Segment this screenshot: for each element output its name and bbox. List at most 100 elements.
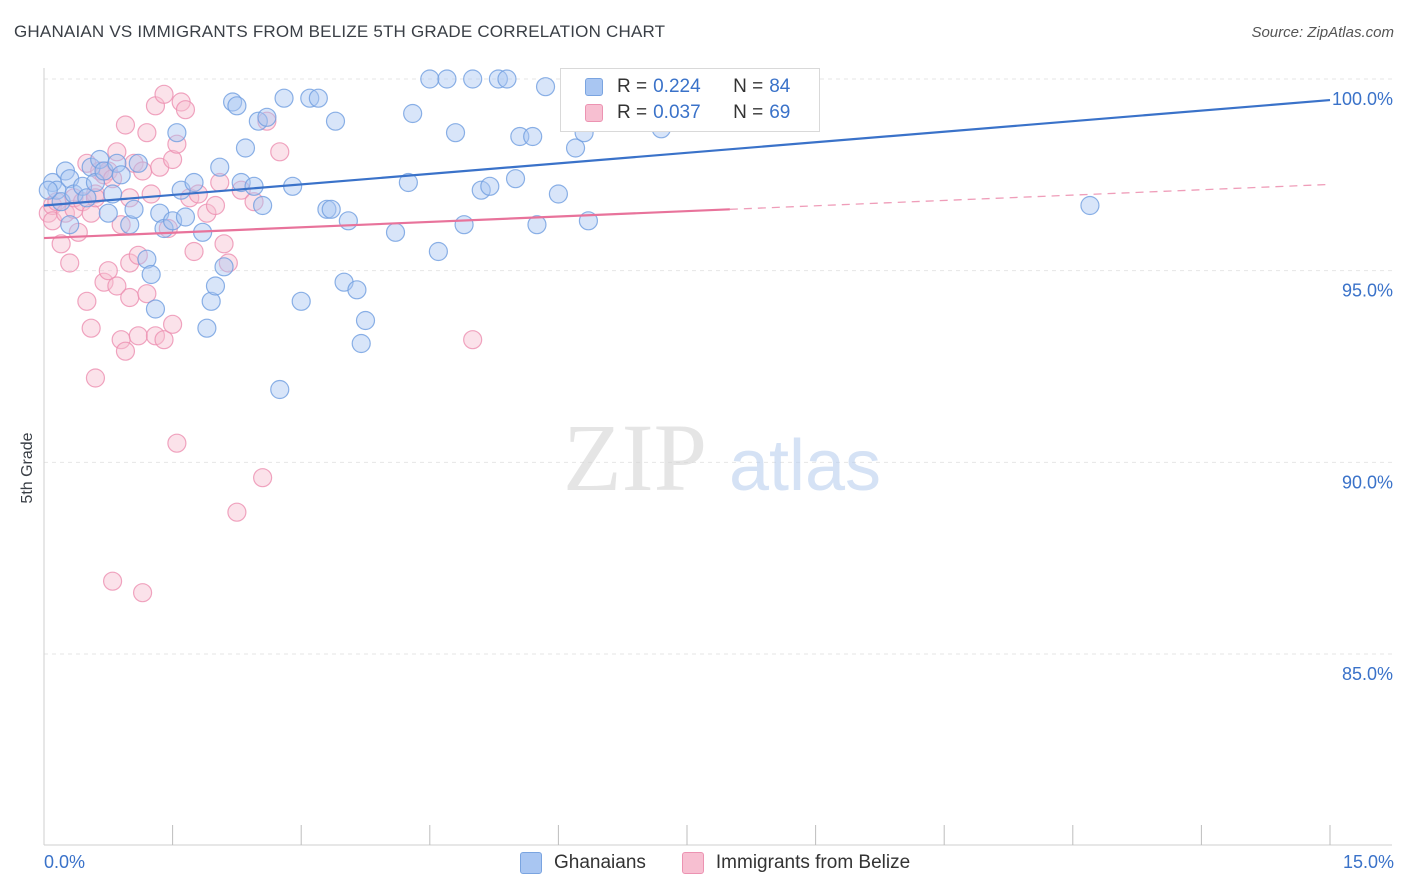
belize-point — [85, 368, 106, 388]
belize-point — [463, 330, 483, 350]
ghanaian-point — [235, 138, 256, 158]
belize-point — [107, 142, 127, 162]
y-tick-label: 100.0% — [1332, 89, 1393, 109]
ghanaian-point — [201, 291, 221, 311]
ghanaian-point — [308, 88, 328, 108]
belize-point — [137, 284, 157, 304]
trend-lines — [43, 98, 1331, 240]
belize-point — [154, 330, 174, 350]
ghanaian-point — [214, 257, 234, 277]
legend-swatch-pink — [681, 852, 704, 874]
r-value: 0.224 — [653, 76, 701, 97]
belize-point — [227, 502, 247, 522]
belize-trend-line — [43, 208, 730, 240]
ghanaian-point — [197, 318, 217, 338]
ghanaian-point — [454, 215, 474, 235]
belize-point — [128, 326, 148, 346]
belize-point — [107, 276, 127, 296]
belize-point — [94, 272, 114, 292]
ghanaian-point — [107, 153, 127, 173]
y-tick-labels: 100.0% 95.0% 90.0% 85.0% — [1332, 89, 1393, 684]
belize-point — [154, 84, 174, 104]
ghanaian-point — [463, 69, 483, 89]
belize-point — [115, 115, 136, 135]
ghanaian-trend-line — [43, 98, 1331, 207]
belize-point — [81, 203, 101, 223]
y-tick-label: 95.0% — [1342, 281, 1393, 301]
ghanaian-point — [565, 138, 586, 158]
legend-item-belize[interactable]: Immigrants from Belize — [681, 852, 911, 874]
ghanaian-point — [141, 264, 161, 285]
x-tick-label-max: 15.0% — [1342, 852, 1394, 872]
ghanaian-point — [535, 77, 556, 97]
belize-point — [77, 291, 97, 311]
ghanaian-point — [403, 103, 423, 124]
ghanaian-point — [420, 69, 440, 89]
ghanaian-point — [398, 172, 418, 193]
ghanaian-point — [253, 195, 273, 216]
belize-point — [141, 184, 161, 204]
n-label: N = — [733, 102, 764, 123]
n-value: 69 — [769, 102, 791, 123]
ghanaian-point — [355, 310, 376, 331]
watermark-atlas: atlas — [729, 426, 881, 506]
belize-points — [38, 84, 483, 603]
legend-row-ghanaians: R = 0.224 N = 84 — [585, 75, 790, 99]
belize-point — [102, 571, 123, 591]
ghanaian-point — [523, 126, 543, 147]
source-note: Source: ZipAtlas.com — [1251, 24, 1394, 41]
belize-point — [175, 100, 196, 120]
n-label: N = — [733, 76, 764, 97]
ghanaian-point — [163, 211, 183, 231]
belize-point — [205, 195, 226, 216]
belize-point — [167, 134, 187, 154]
ghanaian-point — [184, 172, 204, 193]
ghanaian-point — [428, 241, 448, 262]
belize-point — [51, 234, 71, 254]
ghanaian-points — [38, 69, 1100, 400]
ghanaian-point — [98, 203, 118, 223]
ghanaian-point — [124, 199, 144, 219]
series-legend: Ghanaians Immigrants from Belize — [520, 852, 946, 874]
ghanaian-point — [437, 69, 457, 89]
stats-legend: R = 0.224 N = 84 R = 0.037 N = 69 — [560, 68, 820, 132]
ghanaian-point — [527, 215, 547, 235]
ghanaian-point — [111, 165, 131, 185]
belize-point — [184, 241, 204, 262]
ghanaian-point — [257, 107, 277, 127]
ghanaian-point — [325, 111, 346, 131]
ghanaian-point — [548, 184, 569, 204]
ghanaian-point — [347, 280, 367, 300]
grid-lines — [44, 78, 1392, 655]
ghanaian-point — [497, 69, 517, 89]
belize-point — [253, 468, 273, 488]
ghanaian-point — [338, 211, 358, 231]
ghanaian-point — [227, 96, 247, 116]
belize-trend-extension — [729, 183, 1331, 210]
belize-point — [270, 142, 290, 162]
ghanaian-point — [72, 176, 93, 196]
belize-point — [163, 314, 183, 334]
belize-point — [60, 253, 80, 273]
ghanaian-point — [167, 123, 187, 143]
belize-point — [115, 341, 136, 361]
belize-point — [214, 234, 234, 254]
ghanaian-point — [175, 207, 196, 227]
belize-point — [98, 261, 118, 281]
ghanaian-point — [210, 157, 230, 177]
legend-swatch-blue — [520, 852, 542, 874]
r-label: R = — [617, 102, 648, 123]
axes — [43, 68, 1392, 846]
legend-swatch-pink — [585, 104, 603, 122]
legend-item-ghanaians[interactable]: Ghanaians — [520, 852, 646, 874]
ghanaian-point — [445, 123, 466, 143]
belize-point — [120, 287, 140, 308]
belize-point — [137, 123, 157, 143]
ghanaian-point — [317, 199, 337, 219]
y-tick-label: 85.0% — [1342, 664, 1393, 684]
legend-label-belize: Immigrants from Belize — [715, 852, 911, 873]
n-value: 84 — [769, 76, 791, 97]
r-value: 0.037 — [653, 102, 701, 123]
belize-point — [163, 149, 183, 170]
